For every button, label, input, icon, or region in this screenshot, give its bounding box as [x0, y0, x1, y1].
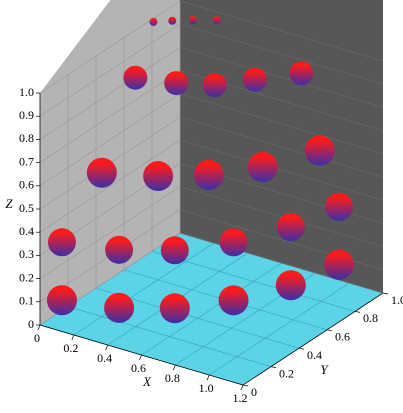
tick-mark [354, 311, 361, 313]
sphere [247, 151, 278, 182]
tick-mark [298, 347, 305, 350]
sphere [123, 65, 148, 90]
tick-mark [105, 344, 108, 351]
sphere [212, 16, 221, 25]
tick-mark [240, 384, 244, 391]
tick-mark [37, 324, 41, 331]
x-tick-label: 0 [34, 331, 40, 345]
grid-line [39, 70, 181, 163]
tick-mark [270, 366, 277, 368]
sphere [218, 285, 249, 316]
grid-line [39, 186, 181, 279]
sphere [275, 270, 306, 301]
y-tick-label: 0.8 [363, 311, 378, 325]
x-tick-label: 0.2 [63, 341, 78, 355]
z-tick-label: 0.4 [19, 224, 34, 238]
sphere [325, 192, 354, 221]
sphere [86, 157, 117, 188]
x-tick-label: 0.4 [97, 351, 112, 365]
sphere [193, 160, 224, 191]
sphere [159, 293, 190, 324]
y-tick-label: 0.4 [307, 348, 322, 362]
sphere [164, 71, 189, 96]
grid-line [179, 93, 384, 155]
sphere [188, 16, 197, 25]
sphere [47, 228, 76, 257]
grid-line [39, 93, 181, 187]
y-tick-label: 0.6 [335, 330, 350, 344]
grid-line [179, 0, 384, 62]
sphere [202, 73, 227, 98]
grid-line [39, 139, 181, 233]
sphere [46, 285, 77, 316]
sphere [219, 228, 248, 257]
x-tick-label: 1.0 [199, 381, 214, 395]
tick-mark [382, 292, 389, 295]
grid-line [179, 186, 384, 247]
grid-line [151, 251, 356, 312]
z-tick-label: 0 [28, 317, 34, 331]
grid-line [73, 242, 215, 336]
sphere [289, 61, 314, 86]
tick-mark [139, 354, 142, 361]
z-tick-label: 0.5 [19, 201, 34, 215]
sphere [324, 249, 355, 280]
tick-mark [326, 329, 333, 332]
grid-line [67, 306, 272, 367]
z-tick-label: 0.1 [19, 294, 34, 308]
grid-line [179, 232, 384, 294]
grid-line [141, 262, 282, 356]
z-tick-label: 0.8 [19, 131, 34, 145]
sphere [168, 16, 177, 25]
z-tick-label: 0.7 [19, 154, 34, 168]
sphere [143, 161, 174, 192]
sphere [242, 67, 267, 92]
grid-line [179, 116, 384, 178]
back-wall [180, 0, 383, 293]
y-tick-label: 0.2 [279, 366, 294, 380]
x-axis-line [39, 324, 244, 386]
y-axis-line [242, 292, 384, 386]
sphere [304, 135, 335, 166]
tick-mark [206, 374, 210, 381]
grid-line [39, 47, 181, 140]
tick-mark [173, 364, 176, 371]
grid-line [208, 282, 350, 376]
tick-mark [71, 334, 75, 341]
x-axis-title: X [142, 374, 152, 389]
y-tick-label: 0 [251, 385, 257, 399]
tick-mark [242, 384, 249, 387]
z-tick-label: 1.0 [19, 85, 34, 99]
x-tick-label: 0.6 [131, 361, 146, 375]
sphere [105, 235, 134, 264]
grid-line [39, 23, 181, 117]
grid-line [179, 23, 384, 85]
y-tick-label: 1.0 [391, 293, 403, 307]
z-tick-label: 0.6 [19, 178, 34, 192]
y-axis-title: Y [320, 362, 329, 377]
z-tick-label: 0.9 [19, 108, 34, 122]
x-tick-label: 1.2 [233, 391, 248, 405]
grid-line [179, 47, 384, 108]
grid-line [39, 0, 181, 94]
x-tick-label: 0.8 [165, 371, 180, 385]
sphere [149, 17, 158, 26]
z-tick-label: 0.3 [19, 247, 34, 261]
z-axis-title: Z [5, 196, 13, 211]
z-tick-label: 0.2 [19, 270, 34, 284]
sphere [276, 213, 305, 242]
sphere [160, 236, 189, 265]
grid-line [179, 139, 384, 201]
sphere [104, 292, 135, 323]
